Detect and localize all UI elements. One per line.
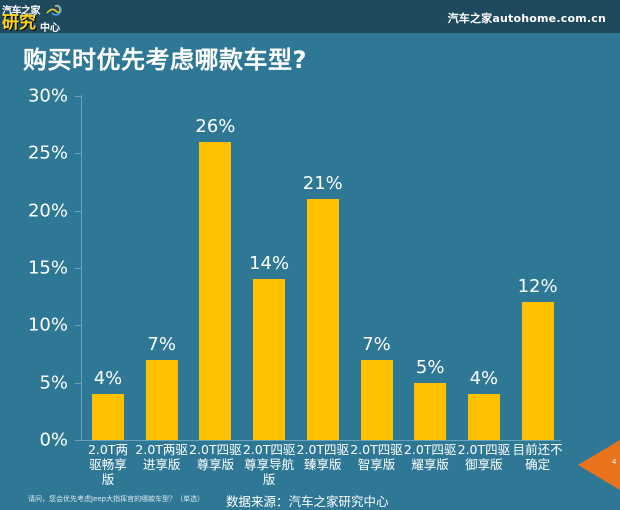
y-tick-mark bbox=[75, 325, 81, 327]
bar-value-label: 14% bbox=[249, 253, 290, 275]
top-bar: 汽车之家 研究 中心 汽车之家autohome.com.cn bbox=[0, 0, 620, 34]
bar bbox=[199, 141, 232, 440]
category-label: 2.0T两驱 进享版 bbox=[134, 442, 190, 472]
category-label: 目前还不 确定 bbox=[510, 442, 566, 472]
bar-value-label: 12% bbox=[517, 276, 558, 298]
bar-value-label: 26% bbox=[195, 115, 236, 137]
y-tick-label: 15% bbox=[27, 257, 68, 279]
y-tick-label: 25% bbox=[27, 142, 68, 164]
page-number: 4 bbox=[612, 458, 617, 466]
bar bbox=[253, 279, 286, 440]
category-label-line: 智享版 bbox=[357, 457, 396, 472]
bar-value-label: 4% bbox=[469, 368, 499, 390]
category-label: 2.0T四驱 御享版 bbox=[456, 442, 512, 472]
y-tick-label: 10% bbox=[27, 314, 68, 336]
y-tick-mark bbox=[75, 153, 81, 155]
y-tick-mark bbox=[75, 382, 81, 384]
bar bbox=[306, 199, 339, 440]
bar bbox=[360, 359, 393, 440]
survey-question-note: 请问，您会优先考虑Jeep大指挥官的哪款车型？（单选） bbox=[28, 495, 205, 503]
category-label-line: 进享版 bbox=[142, 457, 181, 472]
category-label-line: 臻享版 bbox=[304, 457, 342, 472]
y-tick-label: 20% bbox=[27, 200, 68, 222]
category-label-line: 版 bbox=[101, 472, 115, 487]
category-label-line: 2.0T四驱 bbox=[350, 442, 403, 457]
category-label-line: 目前还不 bbox=[512, 442, 563, 457]
category-label: 2.0T四驱 尊享导航版 bbox=[241, 442, 297, 487]
category-label-line: 2.0T四驱 bbox=[189, 442, 242, 457]
category-label: 2.0T两 驱畅享版 bbox=[80, 442, 136, 487]
logo-text-line1: 汽车之家 bbox=[2, 6, 41, 17]
page-marker-arrow-icon bbox=[578, 440, 620, 490]
category-label-line: 2.0T四驱 bbox=[296, 442, 350, 457]
y-tick-label: 30% bbox=[27, 85, 68, 107]
autohome-research-logo: 汽车之家 研究 中心 bbox=[2, 2, 64, 34]
category-label: 2.0T四驱 智享版 bbox=[349, 442, 405, 472]
logo-text-line3: 中心 bbox=[40, 23, 60, 34]
category-label: 2.0T四驱 耀享版 bbox=[402, 442, 458, 472]
bar-value-label: 7% bbox=[362, 333, 391, 355]
logo-text-line2: 研究 bbox=[2, 13, 36, 33]
category-label-line: 2.0T两驱 bbox=[135, 442, 188, 457]
y-tick-mark bbox=[75, 96, 81, 97]
y-axis-line bbox=[81, 95, 82, 441]
y-tick-mark bbox=[75, 440, 81, 441]
category-label-line: 2.0T四驱 bbox=[403, 442, 457, 457]
category-label-line: 耀享版 bbox=[411, 457, 449, 472]
bar bbox=[414, 382, 447, 440]
swirl-icon bbox=[46, 4, 62, 16]
category-label-line: 御享版 bbox=[465, 457, 503, 472]
category-label-line: 确定 bbox=[525, 457, 551, 472]
category-label: 2.0T四驱 臻享版 bbox=[295, 442, 351, 472]
data-source: 数据来源：汽车之家研究中心 bbox=[226, 494, 389, 509]
category-label-line: 2.0T两 bbox=[87, 442, 128, 457]
category-label-line: 2.0T四驱 bbox=[242, 442, 296, 457]
y-tick-label: 0% bbox=[39, 429, 68, 451]
bar bbox=[467, 394, 500, 440]
category-label: 2.0T四驱 尊享版 bbox=[187, 442, 243, 472]
category-label-line: 2.0T四驱 bbox=[457, 442, 511, 457]
y-tick-mark bbox=[75, 268, 81, 269]
bar-value-label: 21% bbox=[302, 173, 343, 195]
category-label-line: 版 bbox=[262, 472, 276, 487]
bar bbox=[521, 302, 554, 440]
y-tick-label: 5% bbox=[39, 372, 68, 394]
bar-value-label: 4% bbox=[93, 368, 123, 390]
bar-value-label: 7% bbox=[147, 333, 176, 355]
category-label-line: 驱畅享 bbox=[89, 457, 127, 472]
bar bbox=[145, 359, 178, 440]
category-label-line: 尊享导航 bbox=[244, 457, 295, 472]
brand-url: 汽车之家autohome.com.cn bbox=[447, 12, 606, 25]
category-label-line: 尊享版 bbox=[196, 457, 235, 472]
bar bbox=[92, 394, 124, 440]
page-title: 购买时优先考虑哪款车型? bbox=[23, 46, 307, 74]
x-axis-line bbox=[81, 440, 561, 441]
y-tick-mark bbox=[75, 210, 81, 212]
bar-value-label: 5% bbox=[415, 356, 445, 378]
